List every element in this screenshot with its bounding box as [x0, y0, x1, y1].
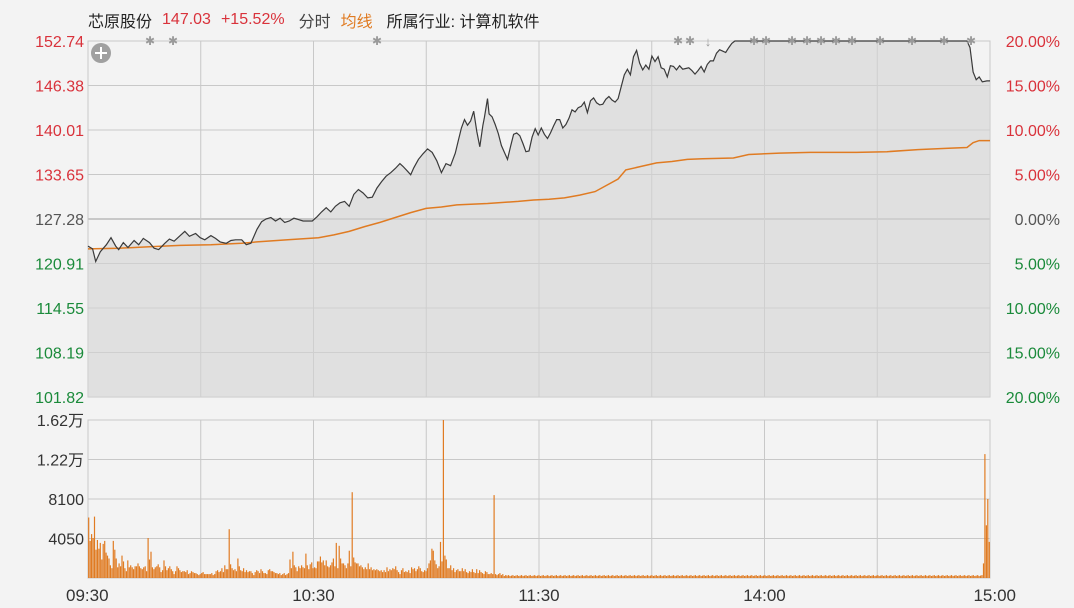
star-marker-icon[interactable]: ✱: [787, 34, 797, 48]
event-markers[interactable]: ✱ ✱ ✱ ✱ ✱ ✱ ✱ ✱ ✱ ✱ ✱ ✱ ✱ ✱ ✱ ✱↓: [145, 34, 976, 49]
star-marker-icon[interactable]: ✱: [907, 34, 917, 48]
price-tick-label: 114.55: [36, 301, 84, 318]
chart-header: 芯原股份 147.03 +15.52% 分时 均线 所属行业: 计算机软件: [88, 8, 540, 32]
current-price: 147.03: [162, 11, 211, 28]
star-marker-icon[interactable]: ✱: [939, 34, 949, 48]
percent-tick-label: 15.00%: [1006, 79, 1060, 96]
timeshare-mode-label[interactable]: 分时: [298, 14, 331, 31]
volume-tick-label: 4050: [48, 532, 84, 549]
percent-tick-label: 10.00%: [1006, 123, 1060, 140]
plus-sign: [95, 47, 107, 59]
volume-tick-label: 1.22万: [37, 453, 84, 470]
star-marker-icon[interactable]: ✱: [847, 34, 857, 48]
star-marker-icon[interactable]: ✱: [145, 34, 155, 48]
time-tick-label: 15:00: [973, 586, 1016, 605]
price-tick-label: 146.38: [35, 79, 84, 96]
average-price-line: [87, 139, 990, 250]
percent-tick-label: 10.00%: [1006, 301, 1060, 318]
stock-name[interactable]: 芯原股份: [88, 14, 153, 31]
star-marker-icon[interactable]: ✱: [761, 34, 771, 48]
price-change-percent: +15.52%: [220, 11, 285, 28]
percent-tick-label: 5.00%: [1015, 168, 1060, 185]
time-tick-label: 11:30: [518, 586, 559, 605]
price-tick-label: 140.01: [35, 123, 84, 140]
star-marker-icon[interactable]: ✱: [966, 34, 976, 48]
star-marker-icon[interactable]: ✱: [802, 34, 812, 48]
star-marker-icon[interactable]: ✱: [749, 34, 759, 48]
price-tick-label: 108.19: [35, 346, 84, 363]
volume-tick-label: 8100: [48, 492, 84, 509]
star-marker-icon[interactable]: ✱: [875, 34, 885, 48]
price-tick-label: 101.82: [35, 390, 84, 407]
volume-bars: [88, 420, 990, 578]
price-area-fill: [88, 41, 990, 397]
star-marker-icon[interactable]: ✱: [816, 34, 826, 48]
time-tick-label: 10:30: [292, 586, 335, 605]
time-tick-label: 09:30: [66, 586, 109, 605]
percent-tick-label: 20.00%: [1006, 34, 1060, 51]
star-marker-icon[interactable]: ✱: [372, 34, 382, 48]
time-tick-label: 14:00: [743, 586, 786, 605]
percent-tick-label: 0.00%: [1015, 212, 1060, 229]
star-marker-icon[interactable]: ✱: [831, 34, 841, 48]
axis-labels: 152.74 146.38 140.01 133.65 127.28 120.91 114.…: [35, 34, 1060, 605]
star-marker-icon[interactable]: ✱: [685, 34, 695, 48]
average-line-legend[interactable]: 均线: [340, 14, 373, 31]
industry-label[interactable]: 所属行业: 计算机软件: [386, 14, 540, 31]
star-marker-icon[interactable]: ✱: [673, 34, 683, 48]
arrow-down-marker-icon[interactable]: ↓: [705, 34, 712, 49]
price-line: [87, 40, 990, 264]
percent-tick-label: 15.00%: [1006, 346, 1060, 363]
star-marker-icon[interactable]: ✱: [168, 34, 178, 48]
volume-tick-label: 1.62万: [37, 413, 84, 430]
price-tick-label: 152.74: [35, 34, 84, 51]
price-tick-label: 120.91: [35, 257, 84, 274]
zoom-button[interactable]: [91, 43, 111, 63]
percent-tick-label: 20.00%: [1006, 390, 1060, 407]
price-tick-label: 127.28: [35, 212, 84, 229]
percent-tick-label: 5.00%: [1015, 257, 1060, 274]
price-tick-label: 133.65: [35, 168, 84, 185]
